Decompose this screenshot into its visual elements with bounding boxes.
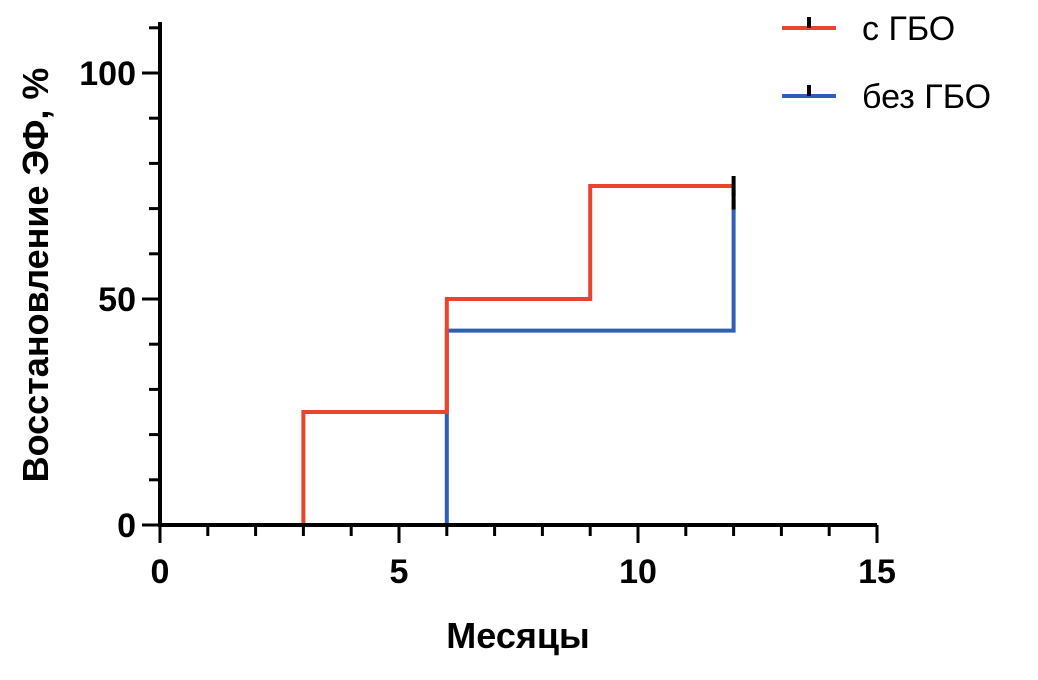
axes <box>158 22 877 527</box>
x-tick-label: 0 <box>151 553 170 591</box>
y-axis-title: Восстановление ЭФ, % <box>15 68 56 483</box>
y-tick-label: 0 <box>117 507 136 545</box>
x-tick-label: 15 <box>858 553 896 591</box>
legend: с ГБО без ГБО <box>782 10 991 116</box>
ticks <box>142 26 879 543</box>
tick-labels: 0 5 10 15 0 50 100 <box>79 55 896 591</box>
x-axis-title: Месяцы <box>446 615 589 656</box>
legend-label-1: с ГБО <box>862 10 955 48</box>
x-tick-label: 5 <box>390 553 409 591</box>
y-tick-label: 100 <box>79 55 136 93</box>
plot-area <box>160 176 736 527</box>
x-tick-label: 10 <box>619 553 657 591</box>
legend-label-2: без ГБО <box>862 78 991 116</box>
y-tick-label: 50 <box>98 281 136 319</box>
series-1-step-line <box>160 184 734 527</box>
